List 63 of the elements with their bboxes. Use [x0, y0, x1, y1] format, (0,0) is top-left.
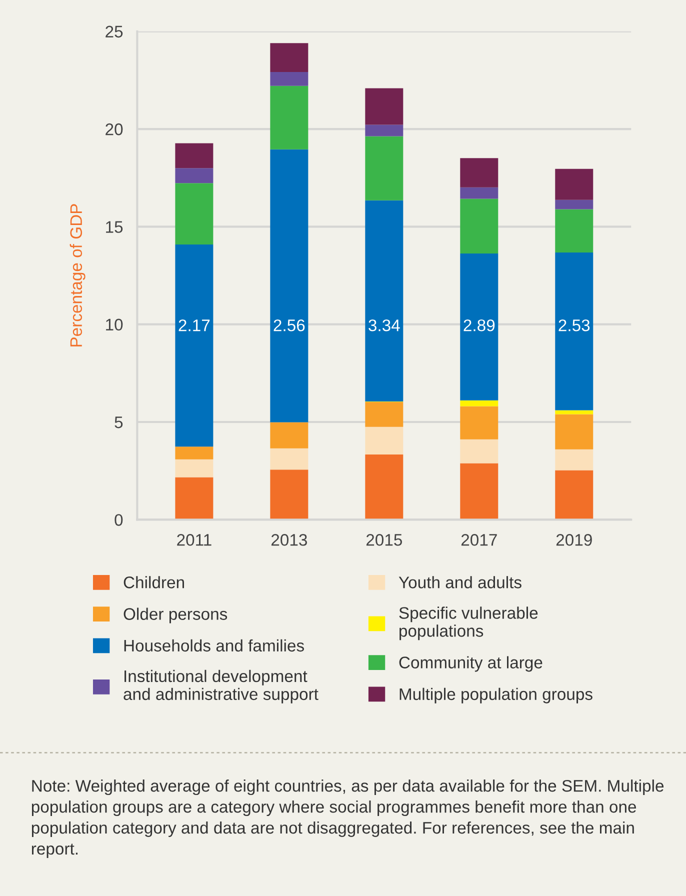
- x-tick-label: 2013: [271, 534, 307, 546]
- bar: [270, 72, 308, 86]
- bar: [555, 209, 594, 252]
- bar: [555, 410, 594, 414]
- bar: [555, 414, 594, 450]
- annotation: 3.34: [368, 319, 400, 332]
- bar: [460, 187, 498, 199]
- bar: [460, 463, 498, 520]
- bar: [270, 470, 308, 520]
- bar: [175, 459, 214, 478]
- bar: [555, 470, 594, 520]
- annotation: 2.53: [558, 319, 590, 332]
- bar: [555, 200, 594, 210]
- bar: [365, 200, 404, 402]
- bar: [175, 143, 214, 168]
- bar: [460, 198, 498, 254]
- bar: [555, 449, 594, 470]
- y-tick-label: 0: [114, 514, 123, 526]
- bar: [460, 406, 498, 440]
- legend-label: Community at large: [399, 656, 542, 672]
- y-tick-label: 25: [106, 26, 123, 38]
- legend-label: Youth and adults: [398, 576, 522, 588]
- annotation: 2.56: [274, 319, 305, 332]
- y-axis-title: Percentage of GDP: [70, 204, 86, 346]
- bar: [175, 477, 214, 520]
- bar: [365, 88, 404, 125]
- y-tick-label: 20: [106, 123, 123, 136]
- bar: [270, 43, 308, 72]
- bar: [175, 446, 214, 460]
- bar: [175, 168, 214, 184]
- annotation: 2.89: [464, 319, 495, 332]
- y-tick-label: 5: [114, 416, 123, 428]
- legend-label: Institutional development and administrative support: [124, 670, 318, 704]
- legend-label: Households and families: [124, 639, 304, 652]
- bar: [365, 426, 404, 454]
- bar: [365, 402, 404, 427]
- bar: [365, 136, 404, 200]
- legend-label: Multiple population groups: [400, 688, 592, 704]
- annotation: 2.17: [178, 319, 210, 332]
- bar: [175, 244, 214, 447]
- x-tick-label: 2011: [177, 534, 212, 546]
- x-tick-label: 2015: [366, 534, 402, 546]
- text: Note: Weighted average of eight countries, as per data available for the SEM. Multiple population groups are a category where social programmes benefit more than one population category and data are not disaggregated. For references, see the main report.: [32, 780, 664, 858]
- bar: [270, 149, 308, 422]
- bar: [460, 253, 498, 400]
- x-tick-label: 2019: [556, 534, 592, 546]
- legend-label: Children: [124, 576, 184, 588]
- bar: [555, 252, 594, 410]
- bar: [270, 448, 308, 470]
- y-tick-label: 15: [106, 221, 123, 233]
- bar: [460, 158, 498, 188]
- legend-label: Older persons: [124, 608, 228, 624]
- bar: [270, 422, 308, 448]
- bar: [175, 183, 214, 244]
- bar: [460, 439, 498, 464]
- bar: [365, 454, 404, 520]
- x-tick-label: 2017: [461, 534, 497, 546]
- bar: [365, 124, 404, 136]
- bar: [555, 168, 594, 200]
- y-tick-label: 10: [106, 318, 123, 331]
- bar: [460, 400, 498, 406]
- legend-label: Specific vulnerable populations: [399, 606, 538, 640]
- bar: [270, 86, 308, 150]
